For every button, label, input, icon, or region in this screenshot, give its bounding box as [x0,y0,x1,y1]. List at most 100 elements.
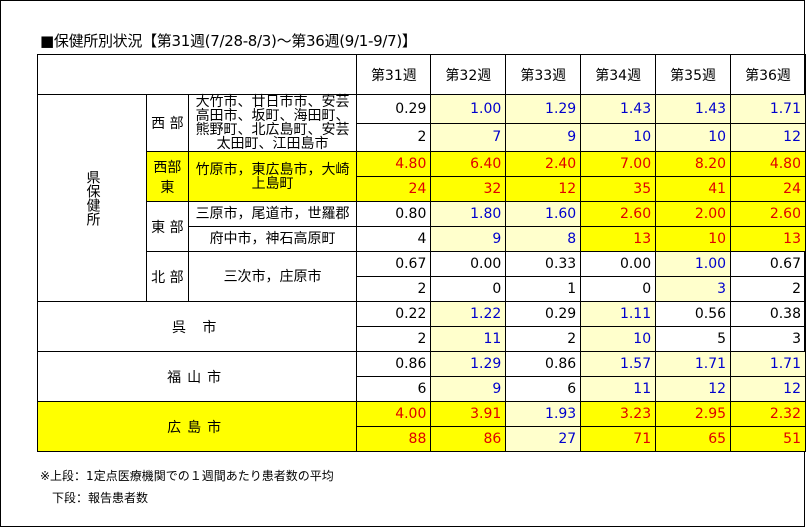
value-cell: 0.86 [356,351,432,377]
value-cell: 8 [505,226,582,252]
value-cell: 2 [505,326,582,352]
page-title: ■保健所別状況【第31週(7/28-8/3)～第36週(9/1-9/7)】 [40,32,417,50]
table-row: 県保健所西 部大竹市、廿日市市、安芸高田市、坂町、海田町、熊野町、北広島町、安芸… [37,94,806,302]
value-cell: 2.60 [580,201,657,227]
value-cell: 0.67 [730,251,806,277]
value-cell: 0.22 [356,301,432,327]
value-cell: 4 [356,226,432,252]
city-label: 呉 市 [36,301,358,352]
value-cell: 1.00 [655,251,732,277]
value-cell: 9 [430,376,507,402]
value-cell: 1.29 [430,351,507,377]
value-cell: 0 [580,276,657,302]
value-cell: 0.29 [505,301,582,327]
header-row: 第31週 第32週 第33週 第34週 第35週 第36週 [36,54,806,95]
notes: ※上段：1定点医療機関での１週間あたり患者数の平均 下段：報告患者数 [40,465,334,509]
value-cell: 3.91 [430,401,507,427]
municipality-label: 三原市，尾道市，世羅郡 [187,201,358,227]
value-cell: 0.80 [356,201,432,227]
value-cell: 7.00 [580,151,657,177]
value-cell: 6 [356,376,432,402]
region-label: 西部東 [146,151,189,202]
value-cell: 3.23 [580,401,657,427]
region-label: 東 部 [146,201,189,252]
value-cell: 1.11 [580,301,657,327]
table-row: 2 11 2 10 5 3 [38,326,806,352]
value-cell: 24 [356,176,432,202]
value-cell: 32 [430,176,507,202]
value-cell: 2.32 [730,401,806,427]
table-row: 呉 市 0.22 1.22 0.29 1.11 0.56 0.38 [36,301,806,352]
table-row: 北 部三次市，庄原市 0.67 0.00 0.33 0.00 1.00 0.67 [38,251,806,302]
value-cell: 0.56 [655,301,732,327]
value-cell: 4.80 [730,151,806,177]
value-cell: 24 [730,176,806,202]
value-cell: 0.29 [356,94,432,124]
table-row: 広島市 4.00 3.91 1.93 3.23 2.95 2.32 [36,401,806,452]
value-cell: 2.60 [730,201,806,227]
value-cell: 2.95 [655,401,732,427]
value-cell: 10 [580,122,657,152]
value-cell: 1.43 [580,94,657,124]
value-cell: 2 [356,122,432,152]
value-cell: 71 [580,426,657,452]
value-cell: 1.29 [505,94,582,124]
municipality-label: 竹原市，東広島市，大崎上島町 [187,151,358,202]
note-lower: 下段：報告患者数 [52,491,149,505]
value-cell: 0.67 [356,251,432,277]
table-row: 2 7 9 10 10 12 [38,122,806,152]
week-header: 第35週 [655,54,732,95]
value-cell: 10 [655,226,732,252]
table-row: 福山市 0.86 1.29 0.86 1.57 1.71 1.71 [36,351,806,402]
value-cell: 1 [505,276,582,302]
week-header: 第32週 [430,54,507,95]
value-cell: 12 [505,176,582,202]
value-cell: 5 [655,326,732,352]
value-cell: 1.57 [580,351,657,377]
value-cell: 0.00 [580,251,657,277]
value-cell: 0.38 [730,301,806,327]
value-cell: 1.22 [430,301,507,327]
table-row: 東 部三原市，尾道市，世羅郡 0.80 1.80 1.60 2.60 2.00 2.60 [38,201,806,252]
value-cell: 1.71 [730,351,806,377]
city-label: 広島市 [36,401,358,452]
value-cell: 1.60 [505,201,582,227]
value-cell: 6 [505,376,582,402]
region-label: 北 部 [146,251,189,302]
value-cell: 1.80 [430,201,507,227]
table-body: 第31週 第32週 第33週 第34週 第35週 第36週 県保健所西 部大竹市… [36,54,806,452]
value-cell: 13 [730,226,806,252]
value-cell: 1.71 [655,351,732,377]
value-cell: 12 [655,376,732,402]
value-cell: 9 [505,122,582,152]
prefecture-label: 県保健所 [37,94,147,302]
value-cell: 2.40 [505,151,582,177]
value-cell: 2 [356,326,432,352]
city-label: 福山市 [36,351,358,402]
value-cell: 35 [580,176,657,202]
status-table: 第31週 第32週 第33週 第34週 第35週 第36週 県保健所西 部大竹市… [36,54,806,452]
value-cell: 1.93 [505,401,582,427]
value-cell: 3 [730,326,806,352]
value-cell: 1.43 [655,94,732,124]
value-cell: 7 [430,122,507,152]
value-cell: 1.71 [730,94,806,124]
value-cell: 2.00 [655,201,732,227]
value-cell: 1.00 [430,94,507,124]
municipality-label: 大竹市、廿日市市、安芸高田市、坂町、海田町、熊野町、北広島町、安芸太田町、江田島… [187,94,358,152]
table-row: 88 86 27 71 65 51 [38,426,806,452]
region-label: 西 部 [146,94,189,152]
value-cell: 6.40 [430,151,507,177]
value-cell: 65 [655,426,732,452]
value-cell: 4.00 [356,401,432,427]
value-cell: 41 [655,176,732,202]
week-header: 第34週 [580,54,657,95]
header-corner [36,54,358,95]
value-cell: 2 [730,276,806,302]
value-cell: 2 [356,276,432,302]
value-cell: 0.86 [505,351,582,377]
value-cell: 10 [655,122,732,152]
table-row: 西部東 竹原市，東広島市，大崎上島町 4.80 6.40 2.40 7.00 8.20 4.8… [38,151,806,202]
week-header: 第36週 [730,54,806,95]
municipality-label: 府中市，神石高原町 [187,226,358,252]
